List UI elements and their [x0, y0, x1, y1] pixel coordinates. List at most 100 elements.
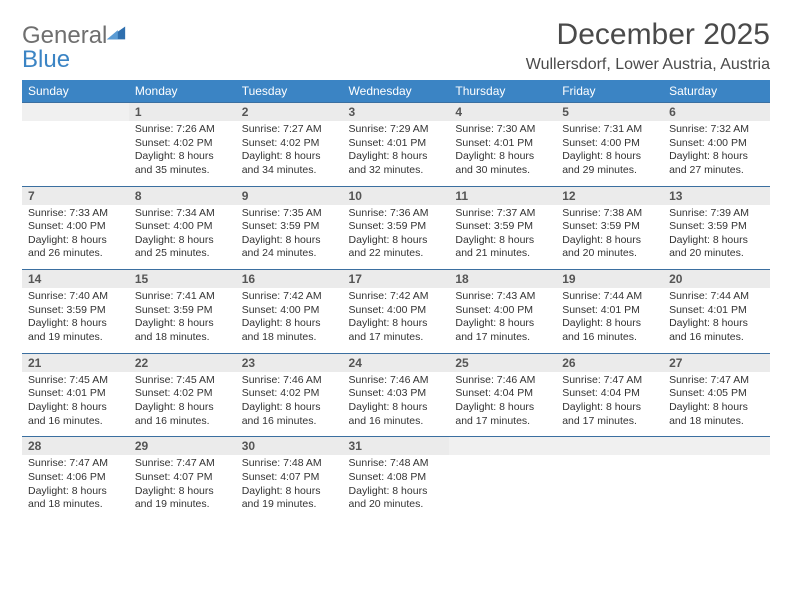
- daylight-line2: and 30 minutes.: [455, 164, 550, 178]
- sunset-text: Sunset: 4:02 PM: [242, 137, 337, 151]
- daylight-line1: Daylight: 8 hours: [349, 485, 444, 499]
- day-number: [22, 103, 129, 121]
- day-details: Sunrise: 7:31 AMSunset: 4:00 PMDaylight:…: [556, 121, 663, 186]
- daylight-line1: Daylight: 8 hours: [135, 317, 230, 331]
- daylight-line1: Daylight: 8 hours: [455, 234, 550, 248]
- sunset-text: Sunset: 4:00 PM: [28, 220, 123, 234]
- week-row: 7Sunrise: 7:33 AMSunset: 4:00 PMDaylight…: [22, 186, 770, 270]
- sunrise-text: Sunrise: 7:27 AM: [242, 123, 337, 137]
- day-cell: 8Sunrise: 7:34 AMSunset: 4:00 PMDaylight…: [129, 186, 236, 270]
- day-cell: 14Sunrise: 7:40 AMSunset: 3:59 PMDayligh…: [22, 269, 129, 353]
- sunrise-text: Sunrise: 7:45 AM: [135, 374, 230, 388]
- daylight-line2: and 21 minutes.: [455, 247, 550, 261]
- daylight-line1: Daylight: 8 hours: [242, 485, 337, 499]
- sunrise-text: Sunrise: 7:47 AM: [135, 457, 230, 471]
- daylight-line2: and 17 minutes.: [455, 331, 550, 345]
- daylight-line1: Daylight: 8 hours: [28, 317, 123, 331]
- sunrise-text: Sunrise: 7:34 AM: [135, 207, 230, 221]
- day-header: Wednesday: [343, 80, 450, 102]
- day-details: Sunrise: 7:26 AMSunset: 4:02 PMDaylight:…: [129, 121, 236, 186]
- week-row: 28Sunrise: 7:47 AMSunset: 4:06 PMDayligh…: [22, 436, 770, 520]
- day-number: 21: [22, 354, 129, 372]
- calendar-table: SundayMondayTuesdayWednesdayThursdayFrid…: [22, 80, 770, 520]
- day-cell: [663, 436, 770, 520]
- daylight-line1: Daylight: 8 hours: [669, 401, 764, 415]
- daylight-line2: and 32 minutes.: [349, 164, 444, 178]
- sunrise-text: Sunrise: 7:43 AM: [455, 290, 550, 304]
- sunset-text: Sunset: 4:00 PM: [455, 304, 550, 318]
- day-cell: 5Sunrise: 7:31 AMSunset: 4:00 PMDaylight…: [556, 102, 663, 186]
- day-number: 12: [556, 187, 663, 205]
- day-cell: 3Sunrise: 7:29 AMSunset: 4:01 PMDaylight…: [343, 102, 450, 186]
- day-cell: 18Sunrise: 7:43 AMSunset: 4:00 PMDayligh…: [449, 269, 556, 353]
- day-number: 6: [663, 103, 770, 121]
- sunset-text: Sunset: 4:03 PM: [349, 387, 444, 401]
- day-cell: 2Sunrise: 7:27 AMSunset: 4:02 PMDaylight…: [236, 102, 343, 186]
- daylight-line2: and 16 minutes.: [135, 415, 230, 429]
- sunrise-text: Sunrise: 7:39 AM: [669, 207, 764, 221]
- daylight-line1: Daylight: 8 hours: [28, 401, 123, 415]
- day-details: Sunrise: 7:46 AMSunset: 4:03 PMDaylight:…: [343, 372, 450, 437]
- day-details: Sunrise: 7:48 AMSunset: 4:07 PMDaylight:…: [236, 455, 343, 520]
- day-details: Sunrise: 7:45 AMSunset: 4:01 PMDaylight:…: [22, 372, 129, 437]
- daylight-line2: and 19 minutes.: [28, 331, 123, 345]
- title-block: December 2025 Wullersdorf, Lower Austria…: [526, 18, 770, 80]
- sunset-text: Sunset: 4:08 PM: [349, 471, 444, 485]
- daylight-line2: and 17 minutes.: [349, 331, 444, 345]
- sunset-text: Sunset: 4:01 PM: [455, 137, 550, 151]
- sunrise-text: Sunrise: 7:42 AM: [349, 290, 444, 304]
- day-cell: 31Sunrise: 7:48 AMSunset: 4:08 PMDayligh…: [343, 436, 450, 520]
- daylight-line1: Daylight: 8 hours: [349, 317, 444, 331]
- sunrise-text: Sunrise: 7:42 AM: [242, 290, 337, 304]
- day-details: Sunrise: 7:33 AMSunset: 4:00 PMDaylight:…: [22, 205, 129, 270]
- sunset-text: Sunset: 4:04 PM: [455, 387, 550, 401]
- day-details: Sunrise: 7:36 AMSunset: 3:59 PMDaylight:…: [343, 205, 450, 270]
- day-number: 26: [556, 354, 663, 372]
- daylight-line1: Daylight: 8 hours: [349, 234, 444, 248]
- sunset-text: Sunset: 4:02 PM: [135, 387, 230, 401]
- day-details: [556, 455, 663, 513]
- day-header: Monday: [129, 80, 236, 102]
- day-number: 29: [129, 437, 236, 455]
- day-details: Sunrise: 7:47 AMSunset: 4:04 PMDaylight:…: [556, 372, 663, 437]
- daylight-line2: and 18 minutes.: [28, 498, 123, 512]
- sunset-text: Sunset: 4:05 PM: [669, 387, 764, 401]
- day-number: [663, 437, 770, 455]
- day-details: Sunrise: 7:46 AMSunset: 4:02 PMDaylight:…: [236, 372, 343, 437]
- day-number: 23: [236, 354, 343, 372]
- day-details: Sunrise: 7:45 AMSunset: 4:02 PMDaylight:…: [129, 372, 236, 437]
- day-cell: [22, 102, 129, 186]
- day-header: Sunday: [22, 80, 129, 102]
- day-details: Sunrise: 7:37 AMSunset: 3:59 PMDaylight:…: [449, 205, 556, 270]
- day-cell: 15Sunrise: 7:41 AMSunset: 3:59 PMDayligh…: [129, 269, 236, 353]
- sunset-text: Sunset: 4:00 PM: [135, 220, 230, 234]
- sunset-text: Sunset: 4:02 PM: [135, 137, 230, 151]
- daylight-line2: and 20 minutes.: [669, 247, 764, 261]
- day-number: 10: [343, 187, 450, 205]
- daylight-line1: Daylight: 8 hours: [349, 150, 444, 164]
- sunrise-text: Sunrise: 7:26 AM: [135, 123, 230, 137]
- daylight-line2: and 19 minutes.: [135, 498, 230, 512]
- daylight-line1: Daylight: 8 hours: [28, 234, 123, 248]
- day-header: Thursday: [449, 80, 556, 102]
- day-details: Sunrise: 7:44 AMSunset: 4:01 PMDaylight:…: [556, 288, 663, 353]
- week-row: 1Sunrise: 7:26 AMSunset: 4:02 PMDaylight…: [22, 102, 770, 186]
- sunrise-text: Sunrise: 7:40 AM: [28, 290, 123, 304]
- page: General Blue December 2025 Wullersdorf, …: [0, 0, 792, 530]
- week-row: 14Sunrise: 7:40 AMSunset: 3:59 PMDayligh…: [22, 269, 770, 353]
- sunset-text: Sunset: 4:01 PM: [349, 137, 444, 151]
- daylight-line2: and 18 minutes.: [242, 331, 337, 345]
- day-details: Sunrise: 7:39 AMSunset: 3:59 PMDaylight:…: [663, 205, 770, 270]
- day-cell: 20Sunrise: 7:44 AMSunset: 4:01 PMDayligh…: [663, 269, 770, 353]
- day-number: 9: [236, 187, 343, 205]
- daylight-line2: and 17 minutes.: [562, 415, 657, 429]
- daylight-line2: and 17 minutes.: [455, 415, 550, 429]
- day-number: 2: [236, 103, 343, 121]
- sunrise-text: Sunrise: 7:30 AM: [455, 123, 550, 137]
- day-number: 14: [22, 270, 129, 288]
- day-number: 22: [129, 354, 236, 372]
- daylight-line2: and 16 minutes.: [28, 415, 123, 429]
- daylight-line2: and 34 minutes.: [242, 164, 337, 178]
- day-details: Sunrise: 7:30 AMSunset: 4:01 PMDaylight:…: [449, 121, 556, 186]
- day-cell: 19Sunrise: 7:44 AMSunset: 4:01 PMDayligh…: [556, 269, 663, 353]
